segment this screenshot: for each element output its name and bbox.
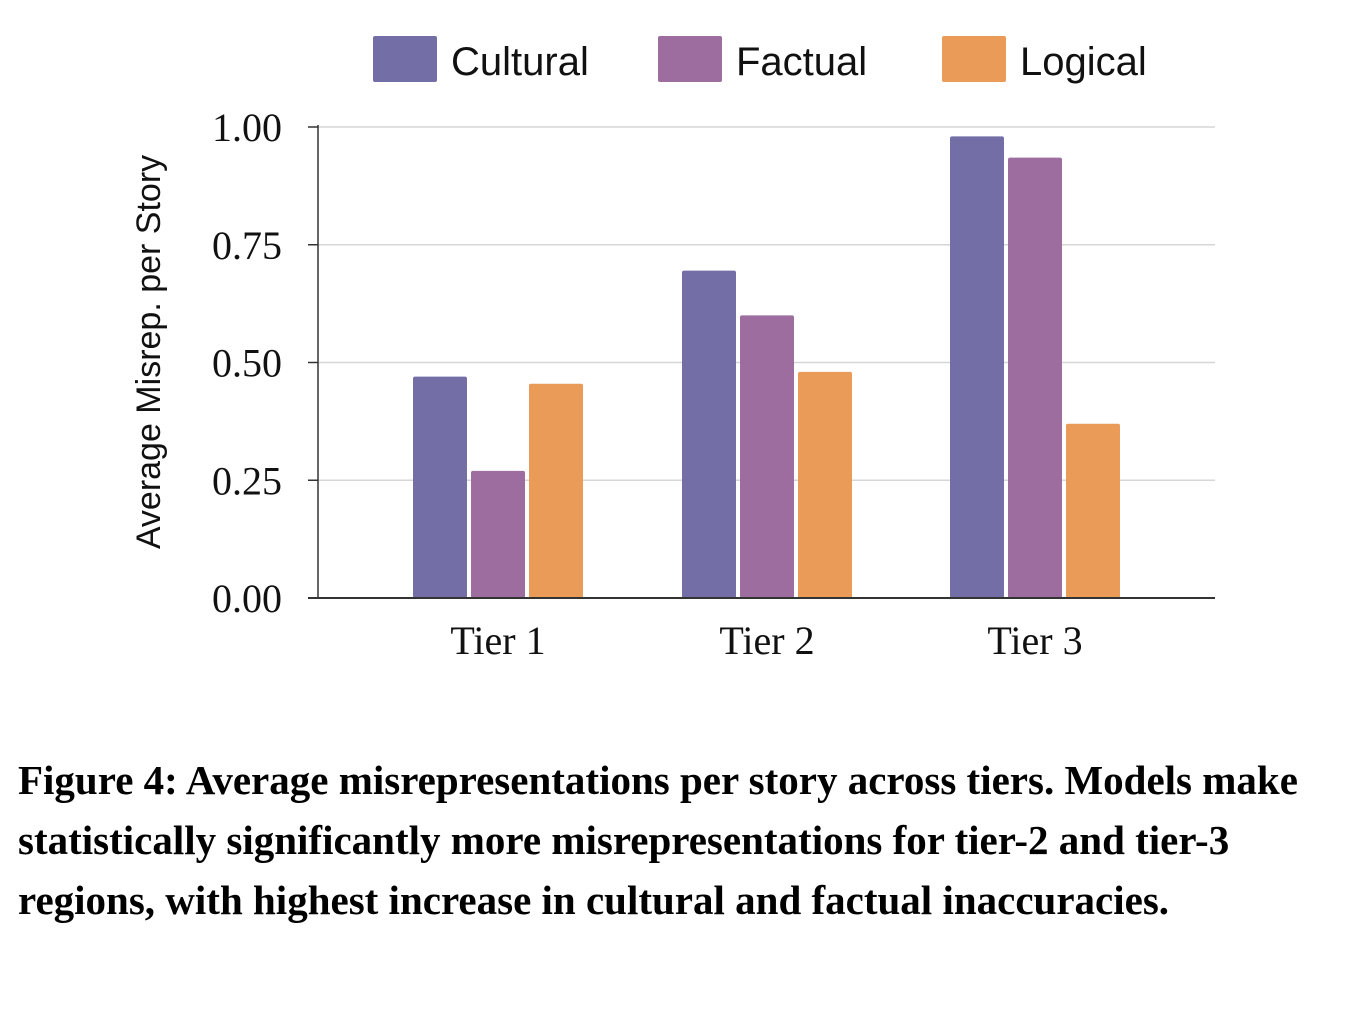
axes bbox=[308, 125, 1215, 599]
y-tick-label: 0.75 bbox=[212, 223, 282, 268]
legend: Cultural Factual Logical bbox=[373, 36, 1147, 84]
legend-swatch-logical bbox=[942, 36, 1006, 82]
bar-cultural-tier-2 bbox=[682, 270, 736, 598]
y-tick-label: 0.50 bbox=[212, 341, 282, 386]
bars bbox=[413, 136, 1120, 599]
bar-chart: 0.00 0.25 0.50 0.75 1.00 Tier 1 Tier 2 Tier 3 C… bbox=[130, 36, 1215, 663]
y-tick-label: 1.00 bbox=[212, 105, 282, 150]
y-axis-label: Average Misrep. per Story bbox=[130, 155, 168, 549]
x-tick-label: Tier 1 bbox=[450, 618, 545, 663]
figure-caption: Figure 4: Average misrepresentations per… bbox=[18, 757, 1298, 923]
bar-factual-tier-2 bbox=[740, 315, 794, 598]
bar-cultural-tier-3 bbox=[950, 136, 1004, 599]
bar-logical-tier-3 bbox=[1066, 423, 1120, 598]
bar-logical-tier-1 bbox=[529, 383, 583, 598]
tick-labels: 0.00 0.25 0.50 0.75 1.00 Tier 1 Tier 2 Tier 3 bbox=[212, 105, 1083, 663]
legend-swatch-factual bbox=[658, 36, 722, 82]
bar-logical-tier-2 bbox=[798, 371, 852, 598]
legend-label-logical: Logical bbox=[1020, 40, 1147, 84]
bar-factual-tier-1 bbox=[471, 470, 525, 598]
legend-label-cultural: Cultural bbox=[451, 40, 589, 84]
legend-swatch-cultural bbox=[373, 36, 437, 82]
bar-cultural-tier-1 bbox=[413, 376, 467, 598]
legend-label-factual: Factual bbox=[736, 40, 867, 84]
x-tick-label: Tier 3 bbox=[987, 618, 1082, 663]
bar-factual-tier-3 bbox=[1008, 157, 1062, 599]
x-tick-label: Tier 2 bbox=[719, 618, 814, 663]
y-tick-label: 0.00 bbox=[212, 576, 282, 621]
y-tick-label: 0.25 bbox=[212, 458, 282, 503]
